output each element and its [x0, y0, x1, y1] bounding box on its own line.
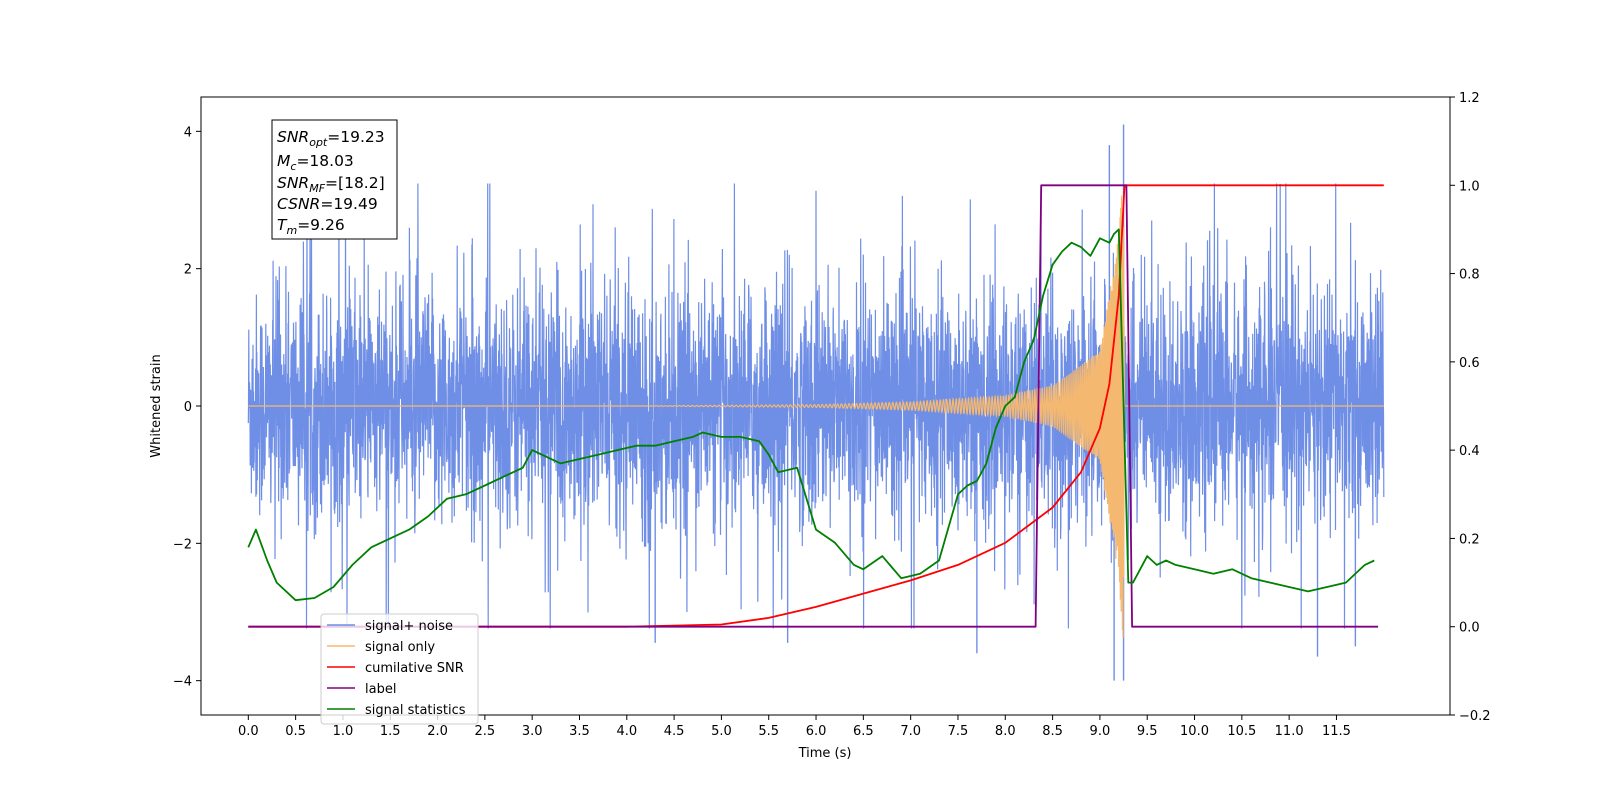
- x-tick-label: 1.5: [380, 724, 401, 739]
- series-signal-statistics: [247, 228, 1375, 602]
- x-tick-label: 5.0: [711, 724, 732, 739]
- annotation-snr-opt-sub: opt: [309, 136, 328, 149]
- x-tick-label: 0.5: [285, 724, 306, 739]
- series-signal-noise: [247, 183, 1385, 629]
- annotation-snr-mf: SNRMF=[18.2]: [277, 174, 385, 195]
- annotation-tm: Tm=9.26: [277, 216, 345, 237]
- legend-label-label: label: [365, 682, 396, 697]
- annotation-mc: Mc=18.03: [277, 152, 354, 173]
- series-cumilative-snr: [248, 184, 1384, 628]
- annotation-csnr-value: =19.49: [320, 195, 377, 213]
- x-tick-label: 2.5: [475, 724, 496, 739]
- y-left-tick-label: 0: [184, 400, 192, 415]
- x-tick-label: 11.0: [1275, 724, 1304, 739]
- annotation-mc-value: =18.03: [296, 152, 353, 170]
- y-axis-left: −4 −2 0 2 4: [173, 125, 201, 690]
- annotation-tm-base: T: [277, 216, 288, 234]
- x-tick-label: 5.5: [758, 724, 779, 739]
- series-label: [248, 184, 1379, 628]
- legend-frame: [320, 613, 479, 725]
- x-tick-label: 8.0: [995, 724, 1016, 739]
- annotation-box-frame: [271, 119, 398, 240]
- x-tick-label: 6.5: [853, 724, 874, 739]
- legend-label-cumulative-snr: cumilative SNR: [365, 661, 464, 676]
- legend-label-signal-statistics: signal statistics: [365, 703, 466, 718]
- x-tick-label: 9.0: [1090, 724, 1111, 739]
- annotation-snr-mf-value: =[18.2]: [325, 174, 385, 192]
- y-right-tick-label: −0.2: [1459, 709, 1491, 724]
- x-tick-label: 7.0: [900, 724, 921, 739]
- x-tick-label: 7.5: [948, 724, 969, 739]
- annotation-tm-sub: m: [286, 224, 297, 237]
- annotation-snr-mf-base: SNR: [277, 174, 309, 192]
- y-right-tick-label: 0.8: [1459, 268, 1480, 283]
- y-left-tick-label: −4: [173, 675, 192, 690]
- x-tick-label: 4.0: [616, 724, 637, 739]
- annotation-mc-base: M: [277, 152, 290, 170]
- x-tick-label: 3.0: [522, 724, 543, 739]
- y-right-tick-label: 0.4: [1459, 444, 1480, 459]
- y-right-tick-label: 0.0: [1459, 621, 1480, 636]
- legend: signal+ noise signal only cumilative SNR…: [320, 613, 479, 725]
- x-tick-label: 0.0: [238, 724, 259, 739]
- y-left-tick-label: −2: [173, 537, 192, 552]
- legend-label-signal-only: signal only: [365, 640, 435, 655]
- x-axis-label: Time (s): [798, 746, 852, 761]
- annotation-box: SNRopt=19.23 Mc=18.03 SNRMF=[18.2] CSNR=…: [271, 119, 398, 240]
- x-tick-label: 11.5: [1322, 724, 1351, 739]
- y-right-tick-label: 1.0: [1459, 179, 1480, 194]
- x-tick-label: 6.0: [806, 724, 827, 739]
- annotation-tm-value: =9.26: [297, 216, 345, 234]
- x-tick-label: 8.5: [1042, 724, 1063, 739]
- y-right-tick-label: 0.2: [1459, 532, 1480, 547]
- annotation-mc-sub: c: [290, 160, 296, 173]
- annotation-snr-opt-value: =19.23: [327, 128, 384, 146]
- annotation-snr-opt: SNRopt=19.23: [277, 128, 385, 149]
- series-signal-only: [248, 195, 1384, 639]
- annotation-snr-mf-sub: MF: [309, 182, 325, 195]
- x-tick-label: 2.0: [427, 724, 448, 739]
- y-left-tick-label: 4: [184, 125, 192, 140]
- annotation-csnr-base: CSNR: [277, 195, 320, 213]
- x-axis: 0.0 0.5 1.0 1.5 2.0 2.5 3.0 3.5 4.0 4.5 5.0 5.5 6.0 6…: [238, 715, 1351, 739]
- x-tick-label: 9.5: [1137, 724, 1158, 739]
- x-tick-label: 4.5: [664, 724, 685, 739]
- x-tick-label: 1.0: [333, 724, 354, 739]
- annotation-snr-opt-base: SNR: [277, 128, 309, 146]
- annotation-csnr: CSNR=19.49: [277, 195, 378, 213]
- y-left-tick-label: 2: [184, 263, 192, 278]
- y-right-tick-label: 1.2: [1459, 91, 1480, 106]
- x-tick-label: 10.5: [1227, 724, 1256, 739]
- legend-label-signal-noise: signal+ noise: [365, 619, 453, 634]
- x-tick-label: 3.5: [569, 724, 590, 739]
- y-right-tick-label: 0.6: [1459, 356, 1480, 371]
- y-axis-label-left: Whitened strain: [149, 354, 164, 457]
- y-axis-right: −0.2 0.0 0.2 0.4 0.6 0.8 1.0 1.2: [1450, 91, 1491, 724]
- series-layer: [247, 124, 1385, 681]
- x-tick-label: 10.0: [1180, 724, 1209, 739]
